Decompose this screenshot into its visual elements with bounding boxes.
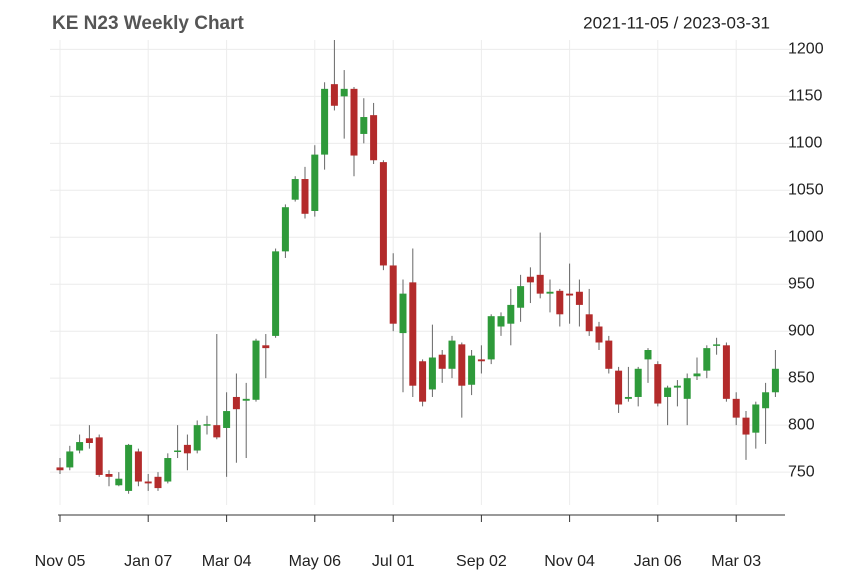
candle-body [546,291,554,294]
y-tick-label: 1150 [788,88,823,105]
candle-body [252,340,260,400]
y-tick-label: 1100 [788,135,823,152]
candle-body [399,293,407,334]
candle-body [703,348,711,371]
y-tick-label: 950 [788,275,815,292]
candle-body [154,476,162,489]
candle-body [713,344,721,346]
x-tick-label: May 06 [289,553,342,570]
candle-body [115,478,123,486]
candle-body [183,444,191,454]
candle-body [174,450,182,453]
candle-body [771,368,779,393]
candle-body [556,290,564,315]
candle-body [76,442,84,451]
x-tick-label: Nov 04 [544,553,595,570]
chart-title: KE N23 Weekly Chart [52,13,245,34]
candle-body [673,385,681,388]
candle-body [134,451,142,482]
y-tick-label: 750 [788,463,815,480]
candle-body [458,344,466,386]
candle-body [213,425,221,438]
candle-body [752,404,760,433]
x-tick-label: Mar 03 [711,553,761,570]
x-tick-label: Jan 06 [634,553,682,570]
y-tick-label: 800 [788,416,815,433]
candle-body [634,368,642,397]
candle-body [291,179,299,200]
x-tick-label: Mar 04 [202,553,252,570]
candle-body [654,364,662,404]
candle-body [379,162,387,266]
candle-body [468,355,476,385]
candle-body [360,117,368,134]
candle-body [428,357,436,390]
candle-body [232,396,240,410]
candle-body [95,437,103,475]
candle-body [595,326,603,343]
candle-body [517,286,525,308]
candle-body [56,467,64,471]
candle-body [262,345,270,349]
candle-body [575,291,583,305]
candle-body [507,304,515,324]
candle-body [585,314,593,332]
candle-body [615,370,623,405]
candle-body [223,411,231,428]
y-tick-label: 1050 [788,182,824,199]
x-tick-label: Jan 07 [124,553,172,570]
candle-body [644,350,652,360]
y-tick-label: 1200 [788,41,824,58]
candle-body [664,387,672,397]
candle-body [203,424,211,426]
candle-body [683,378,691,399]
y-tick-label: 1000 [788,228,824,245]
candle-body [321,88,329,155]
y-tick-label: 850 [788,369,815,386]
candle-body [732,398,740,418]
x-tick-label: Jul 01 [372,553,415,570]
date-range: 2021-11-05 / 2023-03-31 [583,13,770,32]
candle-body [144,481,152,484]
candle-body [742,417,750,435]
candle-body [419,361,427,402]
candle-body [193,425,201,451]
candle-body [526,276,534,283]
candle-body [448,340,456,369]
candle-body [164,458,172,482]
candle-body [340,88,348,97]
candle-body [477,359,485,362]
x-tick-label: Sep 02 [456,553,507,570]
candle-body [536,274,544,294]
candle-body [125,444,133,491]
candle-body [281,207,289,252]
candle-body [301,179,309,214]
candle-body [389,265,397,324]
x-tick-label: Nov 05 [35,553,86,570]
candle-body [722,345,730,399]
candle-body [624,396,632,399]
candle-body [762,392,770,409]
candle-body [370,115,378,161]
candle-body [497,316,505,327]
candle-body [85,438,93,443]
candle-body [693,373,701,377]
candle-body [311,154,319,211]
candle-body [242,398,250,401]
candle-body [487,316,495,360]
candle-body [105,474,113,477]
candle-body [330,84,338,106]
y-tick-label: 900 [788,322,815,339]
candle-body [566,293,574,296]
candle-body [605,340,613,369]
candle-body [272,251,280,336]
candle-body [66,451,74,468]
candle-body [409,282,417,386]
candle-body [438,354,446,369]
candle-body [350,88,358,156]
